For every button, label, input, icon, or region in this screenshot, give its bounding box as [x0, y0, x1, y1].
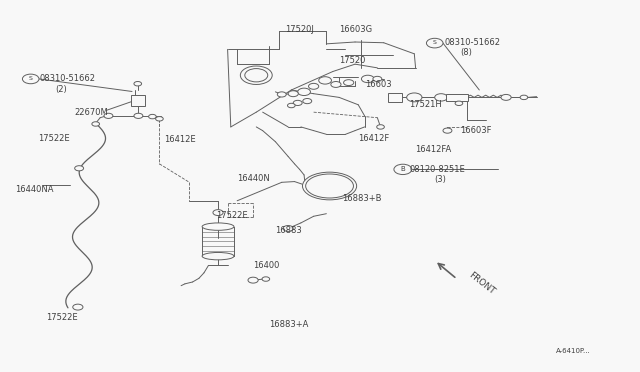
- Circle shape: [435, 94, 447, 101]
- Circle shape: [293, 100, 302, 106]
- Circle shape: [298, 88, 310, 96]
- Text: 17522E: 17522E: [216, 211, 248, 220]
- Text: 16603F: 16603F: [460, 126, 492, 135]
- Circle shape: [245, 68, 268, 82]
- Circle shape: [262, 277, 269, 281]
- Text: 16883: 16883: [275, 226, 302, 235]
- Text: S: S: [432, 40, 436, 45]
- Circle shape: [75, 166, 84, 171]
- Text: 22670M: 22670M: [75, 108, 108, 117]
- Ellipse shape: [303, 172, 356, 200]
- Text: 08310-51662: 08310-51662: [444, 38, 500, 46]
- Circle shape: [501, 94, 511, 100]
- Text: 16440NA: 16440NA: [15, 185, 54, 194]
- Text: 16440N: 16440N: [237, 174, 270, 183]
- Text: 17521H: 17521H: [409, 100, 442, 109]
- Circle shape: [394, 164, 412, 174]
- Circle shape: [344, 80, 354, 86]
- Text: (3): (3): [435, 175, 447, 184]
- Ellipse shape: [306, 174, 353, 198]
- Circle shape: [377, 125, 385, 129]
- Text: 17520: 17520: [339, 56, 365, 65]
- Circle shape: [455, 101, 463, 106]
- Circle shape: [426, 38, 443, 48]
- Circle shape: [308, 83, 319, 89]
- Circle shape: [362, 75, 374, 83]
- Text: 17522E: 17522E: [38, 134, 70, 142]
- Text: 08310-51662: 08310-51662: [40, 74, 95, 83]
- Circle shape: [148, 114, 156, 119]
- Circle shape: [134, 81, 141, 86]
- Text: FRONT: FRONT: [467, 271, 496, 297]
- Text: 17522E: 17522E: [46, 312, 77, 321]
- Ellipse shape: [202, 253, 234, 260]
- Text: A-6410P...: A-6410P...: [556, 349, 591, 355]
- Circle shape: [22, 74, 39, 84]
- Circle shape: [134, 113, 143, 118]
- Ellipse shape: [202, 223, 234, 230]
- Circle shape: [156, 116, 163, 121]
- Text: 16883+A: 16883+A: [269, 320, 308, 329]
- Circle shape: [319, 77, 332, 84]
- Text: 16412F: 16412F: [358, 134, 390, 142]
- Circle shape: [373, 76, 382, 81]
- Circle shape: [288, 91, 298, 97]
- Circle shape: [406, 93, 422, 102]
- Circle shape: [443, 128, 452, 133]
- Text: 16412FA: 16412FA: [415, 145, 452, 154]
- Text: 16603: 16603: [365, 80, 391, 89]
- Text: 17520J: 17520J: [285, 25, 314, 33]
- FancyBboxPatch shape: [131, 95, 145, 106]
- Text: 16603G: 16603G: [339, 25, 372, 33]
- Text: 16400: 16400: [253, 261, 280, 270]
- Circle shape: [331, 81, 341, 87]
- Text: B: B: [400, 166, 405, 172]
- Text: S: S: [28, 76, 32, 81]
- Circle shape: [241, 66, 272, 84]
- Circle shape: [520, 95, 528, 100]
- Circle shape: [303, 99, 312, 104]
- FancyBboxPatch shape: [388, 93, 401, 102]
- FancyBboxPatch shape: [446, 94, 468, 101]
- Text: 16412E: 16412E: [164, 135, 195, 144]
- Circle shape: [248, 277, 258, 283]
- Circle shape: [213, 210, 223, 215]
- Text: (2): (2): [56, 85, 67, 94]
- Circle shape: [287, 103, 295, 108]
- Text: (8): (8): [460, 48, 472, 57]
- Circle shape: [277, 92, 286, 97]
- Circle shape: [283, 225, 293, 231]
- Circle shape: [92, 122, 100, 126]
- Text: 16883+B: 16883+B: [342, 195, 382, 203]
- Circle shape: [104, 113, 113, 118]
- Text: 08120-8251E: 08120-8251E: [409, 165, 465, 174]
- Circle shape: [73, 304, 83, 310]
